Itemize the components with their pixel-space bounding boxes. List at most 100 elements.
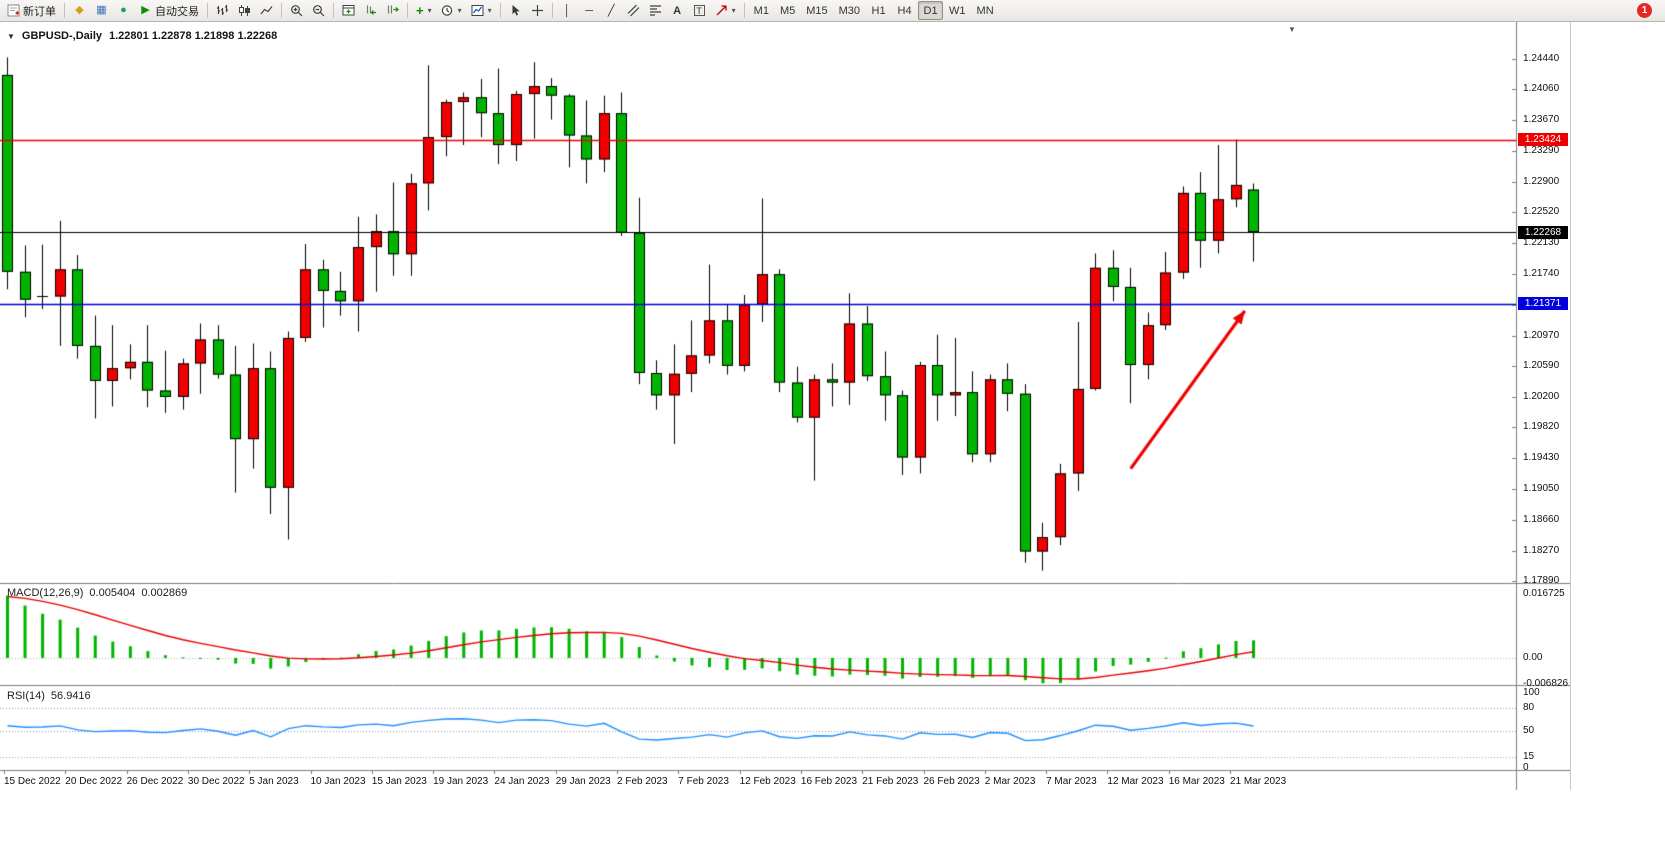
bar-chart-icon — [216, 4, 229, 17]
price-tick-label: 1.18270 — [1523, 544, 1560, 556]
toolbar-separator — [281, 3, 282, 18]
new-chart-button[interactable] — [338, 1, 359, 20]
auto-scroll-icon — [364, 4, 377, 17]
timeframe-button-H4[interactable]: H4 — [892, 1, 917, 20]
toolbar-separator — [64, 3, 65, 18]
price-tick-label: 1.17890 — [1523, 575, 1560, 586]
time-axis-label: 15 Dec 2022 — [4, 776, 61, 787]
time-axis-label: 7 Mar 2023 — [1046, 776, 1097, 787]
price-tick-label: 1.22520 — [1523, 206, 1560, 217]
price-tick-label: 1.22130 — [1523, 237, 1560, 249]
time-axis-label: 2 Feb 2023 — [617, 776, 668, 787]
timeframe-button-MN[interactable]: MN — [972, 1, 999, 20]
toolbar-separator — [333, 3, 334, 18]
trendline-button[interactable]: ╱ — [601, 1, 622, 20]
fibonacci-button[interactable] — [645, 1, 666, 20]
templates-button[interactable]: ▾ — [467, 1, 496, 20]
shapes-button[interactable]: ▾ — [711, 1, 740, 20]
price-tick-label: 1.23670 — [1523, 114, 1560, 126]
macd-indicator-label: MACD(12,26,9) 0.005404 0.002869 — [7, 587, 187, 599]
text-label-button[interactable]: T — [689, 1, 710, 20]
timeframe-button-M1[interactable]: M1 — [749, 1, 774, 20]
text-label-icon: T — [693, 5, 705, 16]
toolbar-separator — [207, 3, 208, 18]
time-axis-label: 12 Feb 2023 — [739, 776, 796, 787]
crosshair-button[interactable] — [527, 1, 548, 20]
chart-shift-marker[interactable]: ▼ — [1288, 25, 1296, 34]
time-axis-label: 21 Feb 2023 — [862, 776, 919, 787]
macd-name: MACD(12,26,9) — [7, 587, 84, 599]
rsi-axis-label: 50 — [1523, 724, 1535, 736]
zoom-out-button[interactable] — [308, 1, 329, 20]
toolbar-separator — [743, 3, 745, 18]
periods-button[interactable]: ▾ — [437, 1, 466, 20]
new-chart-icon — [342, 4, 355, 17]
text-button[interactable]: A — [667, 1, 688, 20]
macd-axis-label: -0.006826 — [1523, 678, 1569, 689]
rsi-name: RSI(14) — [7, 690, 45, 702]
time-axis-label: 15 Jan 2023 — [371, 776, 427, 787]
horizontal-line-button[interactable]: ─ — [579, 1, 600, 20]
cursor-icon — [509, 4, 522, 17]
price-tick-label: 1.18660 — [1523, 513, 1560, 525]
price-chart-canvas[interactable] — [0, 22, 1570, 790]
price-line-badge: 1.22268 — [1518, 225, 1568, 239]
time-axis-label: 29 Jan 2023 — [555, 776, 611, 787]
auto-scroll-button[interactable] — [360, 1, 381, 20]
indicators-button[interactable]: + ▾ — [412, 1, 436, 20]
notification-badge[interactable]: 1 — [1637, 3, 1652, 18]
time-axis-label: 16 Feb 2023 — [800, 776, 858, 787]
time-axis-label: 20 Dec 2022 — [65, 776, 123, 787]
data-window-icon: ▦ — [96, 4, 107, 16]
zoom-in-button[interactable] — [286, 1, 307, 20]
zoom-in-icon — [290, 4, 303, 17]
line-chart-icon — [260, 4, 273, 17]
zoom-out-icon — [312, 4, 325, 17]
timeframe-button-D1[interactable]: D1 — [918, 1, 944, 20]
equidistant-channel-button[interactable] — [623, 1, 644, 20]
chevron-down-icon: ▾ — [731, 6, 736, 15]
candlestick-chart-button[interactable] — [234, 1, 255, 20]
line-chart-button[interactable] — [256, 1, 277, 20]
main-toolbar: 新订单 ◆ ▦ ● ▶ 自动交易 + ▾ ▾ ▾ │ ─ ╱ — [0, 0, 1665, 22]
chart-shift-icon — [386, 4, 399, 17]
time-axis-label: 30 Dec 2022 — [187, 776, 245, 787]
time-axis-label: 12 Mar 2023 — [1107, 776, 1164, 787]
auto-trading-button[interactable]: ▶ 自动交易 — [135, 1, 203, 20]
chart-shift-button[interactable] — [382, 1, 403, 20]
chevron-down-icon: ▾ — [457, 6, 462, 15]
vertical-line-button[interactable]: │ — [557, 1, 578, 20]
fibonacci-icon — [649, 4, 662, 17]
chart-collapse-icon[interactable]: ▼ — [7, 31, 15, 41]
price-tick-label: 1.20200 — [1523, 390, 1560, 402]
market-watch-button[interactable]: ◆ — [69, 1, 90, 20]
macd-main-value: 0.005404 — [89, 587, 136, 599]
price-tick-label: 1.24060 — [1523, 83, 1560, 95]
chart-ohlc-values: 1.22801 1.22878 1.21898 1.22268 — [109, 30, 278, 42]
auto-trading-icon: ▶ — [141, 4, 150, 16]
time-axis-label: 24 Jan 2023 — [494, 776, 550, 787]
timeframe-button-M15[interactable]: M15 — [801, 1, 832, 20]
cursor-button[interactable] — [505, 1, 526, 20]
rsi-axis-label: 80 — [1523, 702, 1535, 713]
timeframe-button-W1[interactable]: W1 — [944, 1, 971, 20]
timeframe-button-M5[interactable]: M5 — [775, 1, 800, 20]
chart-title: ▼ GBPUSD-,Daily 1.22801 1.22878 1.21898 … — [7, 30, 277, 42]
price-axis[interactable]: 1.24440 1.24060 1.23670 1.23290 1.22900 1.225… — [1516, 22, 1570, 790]
navigator-button[interactable]: ● — [113, 1, 134, 20]
price-tick-label: 1.19430 — [1523, 452, 1560, 464]
add-indicator-icon: + — [416, 3, 424, 18]
time-axis[interactable]: 15 Dec 2022 20 Dec 2022 26 Dec 2022 30 Dec … — [0, 770, 1516, 790]
chart-window: ▼ GBPUSD-,Daily 1.22801 1.22878 1.21898 … — [0, 22, 1571, 790]
navigator-icon: ● — [120, 4, 127, 16]
price-tick-label: 1.22900 — [1523, 175, 1560, 187]
timeframe-button-M30[interactable]: M30 — [834, 1, 865, 20]
time-axis-label: 16 Mar 2023 — [1168, 776, 1225, 787]
bar-chart-button[interactable] — [212, 1, 233, 20]
new-order-button[interactable]: 新订单 — [3, 1, 60, 20]
data-window-button[interactable]: ▦ — [91, 1, 112, 20]
macd-axis-label: 0.00 — [1523, 651, 1543, 663]
clock-icon — [441, 4, 454, 17]
timeframe-button-H1[interactable]: H1 — [866, 1, 891, 20]
horizontal-line-icon: ─ — [585, 4, 594, 17]
